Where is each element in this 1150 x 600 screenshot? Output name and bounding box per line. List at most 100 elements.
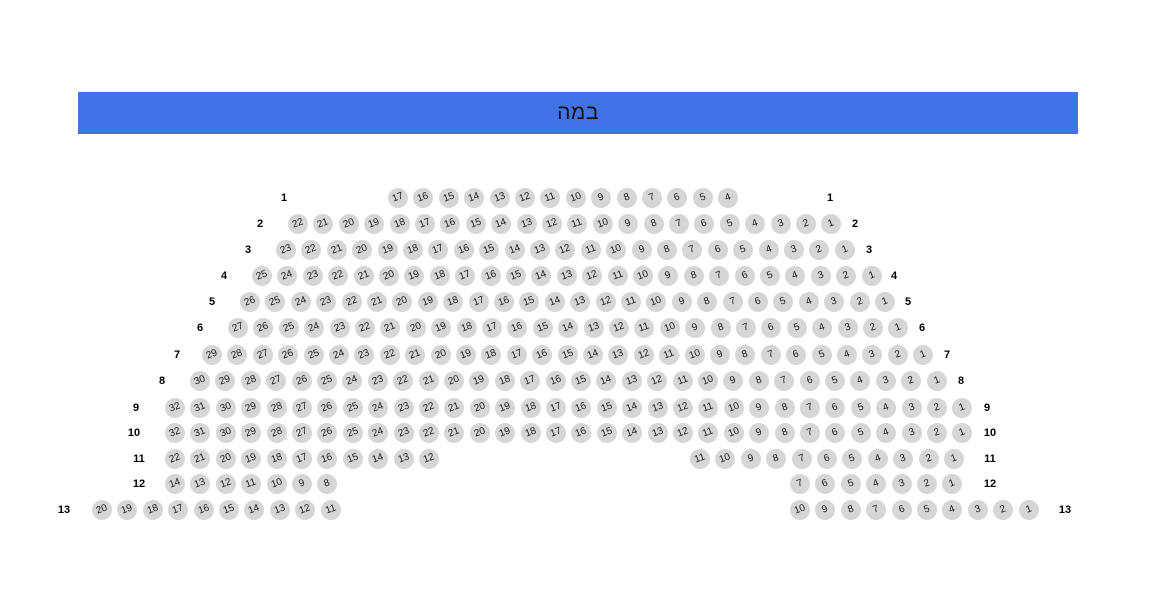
seat[interactable]: 7 <box>797 395 823 421</box>
seat[interactable]: 10 <box>589 211 616 237</box>
seat[interactable]: 12 <box>579 263 606 289</box>
seat[interactable]: 5 <box>914 497 940 523</box>
seat[interactable]: 8 <box>640 211 667 237</box>
seat[interactable]: 22 <box>352 315 378 341</box>
seat[interactable]: 10 <box>787 497 813 523</box>
seat[interactable]: 30 <box>187 368 213 394</box>
seat[interactable]: 10 <box>695 368 721 394</box>
seat[interactable]: 22 <box>325 263 352 289</box>
seat[interactable]: 7 <box>863 497 890 523</box>
seat[interactable]: 16 <box>542 368 569 394</box>
seat[interactable]: 12 <box>644 368 671 394</box>
seat[interactable]: 20 <box>389 289 416 315</box>
seat[interactable]: 23 <box>326 315 353 341</box>
seat[interactable]: 23 <box>390 420 417 446</box>
seat[interactable]: 3 <box>781 237 807 263</box>
seat[interactable]: 2 <box>806 237 833 263</box>
seat[interactable]: 9 <box>628 237 655 263</box>
seat[interactable]: 21 <box>364 289 390 315</box>
seat[interactable]: 14 <box>619 420 646 446</box>
seat[interactable]: 10 <box>630 263 656 289</box>
seat[interactable]: 25 <box>275 315 302 341</box>
seat[interactable]: 5 <box>837 471 864 497</box>
seat[interactable]: 11 <box>577 237 604 263</box>
seat[interactable]: 5 <box>716 211 743 237</box>
seat[interactable]: 24 <box>365 420 392 446</box>
seat[interactable]: 9 <box>289 471 315 497</box>
seat[interactable]: 12 <box>212 471 239 497</box>
seat[interactable]: 16 <box>437 211 464 237</box>
seat[interactable]: 13 <box>644 420 671 446</box>
seat[interactable]: 24 <box>326 342 352 368</box>
seat[interactable]: 16 <box>504 315 531 341</box>
seat[interactable]: 3 <box>859 342 886 368</box>
seat[interactable]: 27 <box>249 342 276 368</box>
seat[interactable]: 1 <box>949 420 976 446</box>
seat[interactable]: 23 <box>390 395 417 421</box>
seat[interactable]: 26 <box>314 420 341 446</box>
seat[interactable]: 13 <box>567 289 594 315</box>
seat[interactable]: 14 <box>461 185 488 211</box>
seat[interactable]: 11 <box>695 395 722 421</box>
seat[interactable]: 25 <box>300 342 327 368</box>
seat[interactable]: 20 <box>376 263 402 289</box>
seat[interactable]: 3 <box>890 446 917 472</box>
seat[interactable]: 8 <box>694 289 721 315</box>
seat[interactable]: 22 <box>376 342 403 368</box>
seat[interactable]: 14 <box>162 471 188 497</box>
seat[interactable]: 13 <box>618 368 645 394</box>
seat[interactable]: 6 <box>783 342 810 368</box>
seat[interactable]: 6 <box>822 395 849 421</box>
seat[interactable]: 18 <box>263 446 290 472</box>
seat[interactable]: 15 <box>593 420 620 446</box>
seat[interactable]: 15 <box>476 237 503 263</box>
seat[interactable]: 9 <box>720 368 747 394</box>
seat[interactable]: 16 <box>529 342 556 368</box>
seat[interactable]: 12 <box>552 237 579 263</box>
seat[interactable]: 6 <box>888 497 915 523</box>
seat[interactable]: 20 <box>89 497 115 523</box>
seat[interactable]: 7 <box>639 185 665 211</box>
seat[interactable]: 12 <box>670 420 696 446</box>
seat[interactable]: 2 <box>860 315 886 341</box>
seat[interactable]: 26 <box>288 368 315 394</box>
seat[interactable]: 4 <box>809 315 836 341</box>
seat[interactable]: 13 <box>527 237 553 263</box>
seat[interactable]: 9 <box>615 211 642 237</box>
seat[interactable]: 7 <box>719 289 746 315</box>
seat[interactable]: 24 <box>339 368 366 394</box>
seat[interactable]: 26 <box>237 289 263 315</box>
seat[interactable]: 27 <box>289 395 315 421</box>
seat[interactable]: 12 <box>630 342 657 368</box>
seat[interactable]: 16 <box>410 185 437 211</box>
seat[interactable]: 15 <box>339 446 366 472</box>
seat[interactable]: 6 <box>664 185 691 211</box>
seat[interactable]: 3 <box>834 315 861 341</box>
seat[interactable]: 5 <box>847 420 874 446</box>
seat[interactable]: 21 <box>415 368 442 394</box>
seat[interactable]: 10 <box>681 342 708 368</box>
seat[interactable]: 3 <box>898 395 925 421</box>
seat[interactable]: 20 <box>441 368 467 394</box>
seat[interactable]: 11 <box>687 446 713 472</box>
seat[interactable]: 14 <box>555 315 582 341</box>
seat[interactable]: 23 <box>273 237 299 263</box>
seat[interactable]: 10 <box>263 471 290 497</box>
seat[interactable]: 25 <box>262 289 289 315</box>
seat[interactable]: 4 <box>873 395 900 421</box>
seat[interactable]: 15 <box>216 497 242 523</box>
seat[interactable]: 1 <box>939 471 966 497</box>
seat[interactable]: 24 <box>274 263 301 289</box>
seat[interactable]: 14 <box>501 237 528 263</box>
seat[interactable]: 17 <box>425 237 452 263</box>
seat[interactable]: 1 <box>858 263 885 289</box>
seat[interactable]: 4 <box>873 420 900 446</box>
seat[interactable]: 32 <box>162 420 188 446</box>
seat[interactable]: 7 <box>797 420 823 446</box>
seat[interactable]: 24 <box>301 315 328 341</box>
seat[interactable]: 25 <box>339 420 366 446</box>
seat[interactable]: 17 <box>412 211 438 237</box>
seat[interactable]: 6 <box>822 420 849 446</box>
seat[interactable]: 13 <box>187 471 214 497</box>
seat[interactable]: 2 <box>914 471 940 497</box>
